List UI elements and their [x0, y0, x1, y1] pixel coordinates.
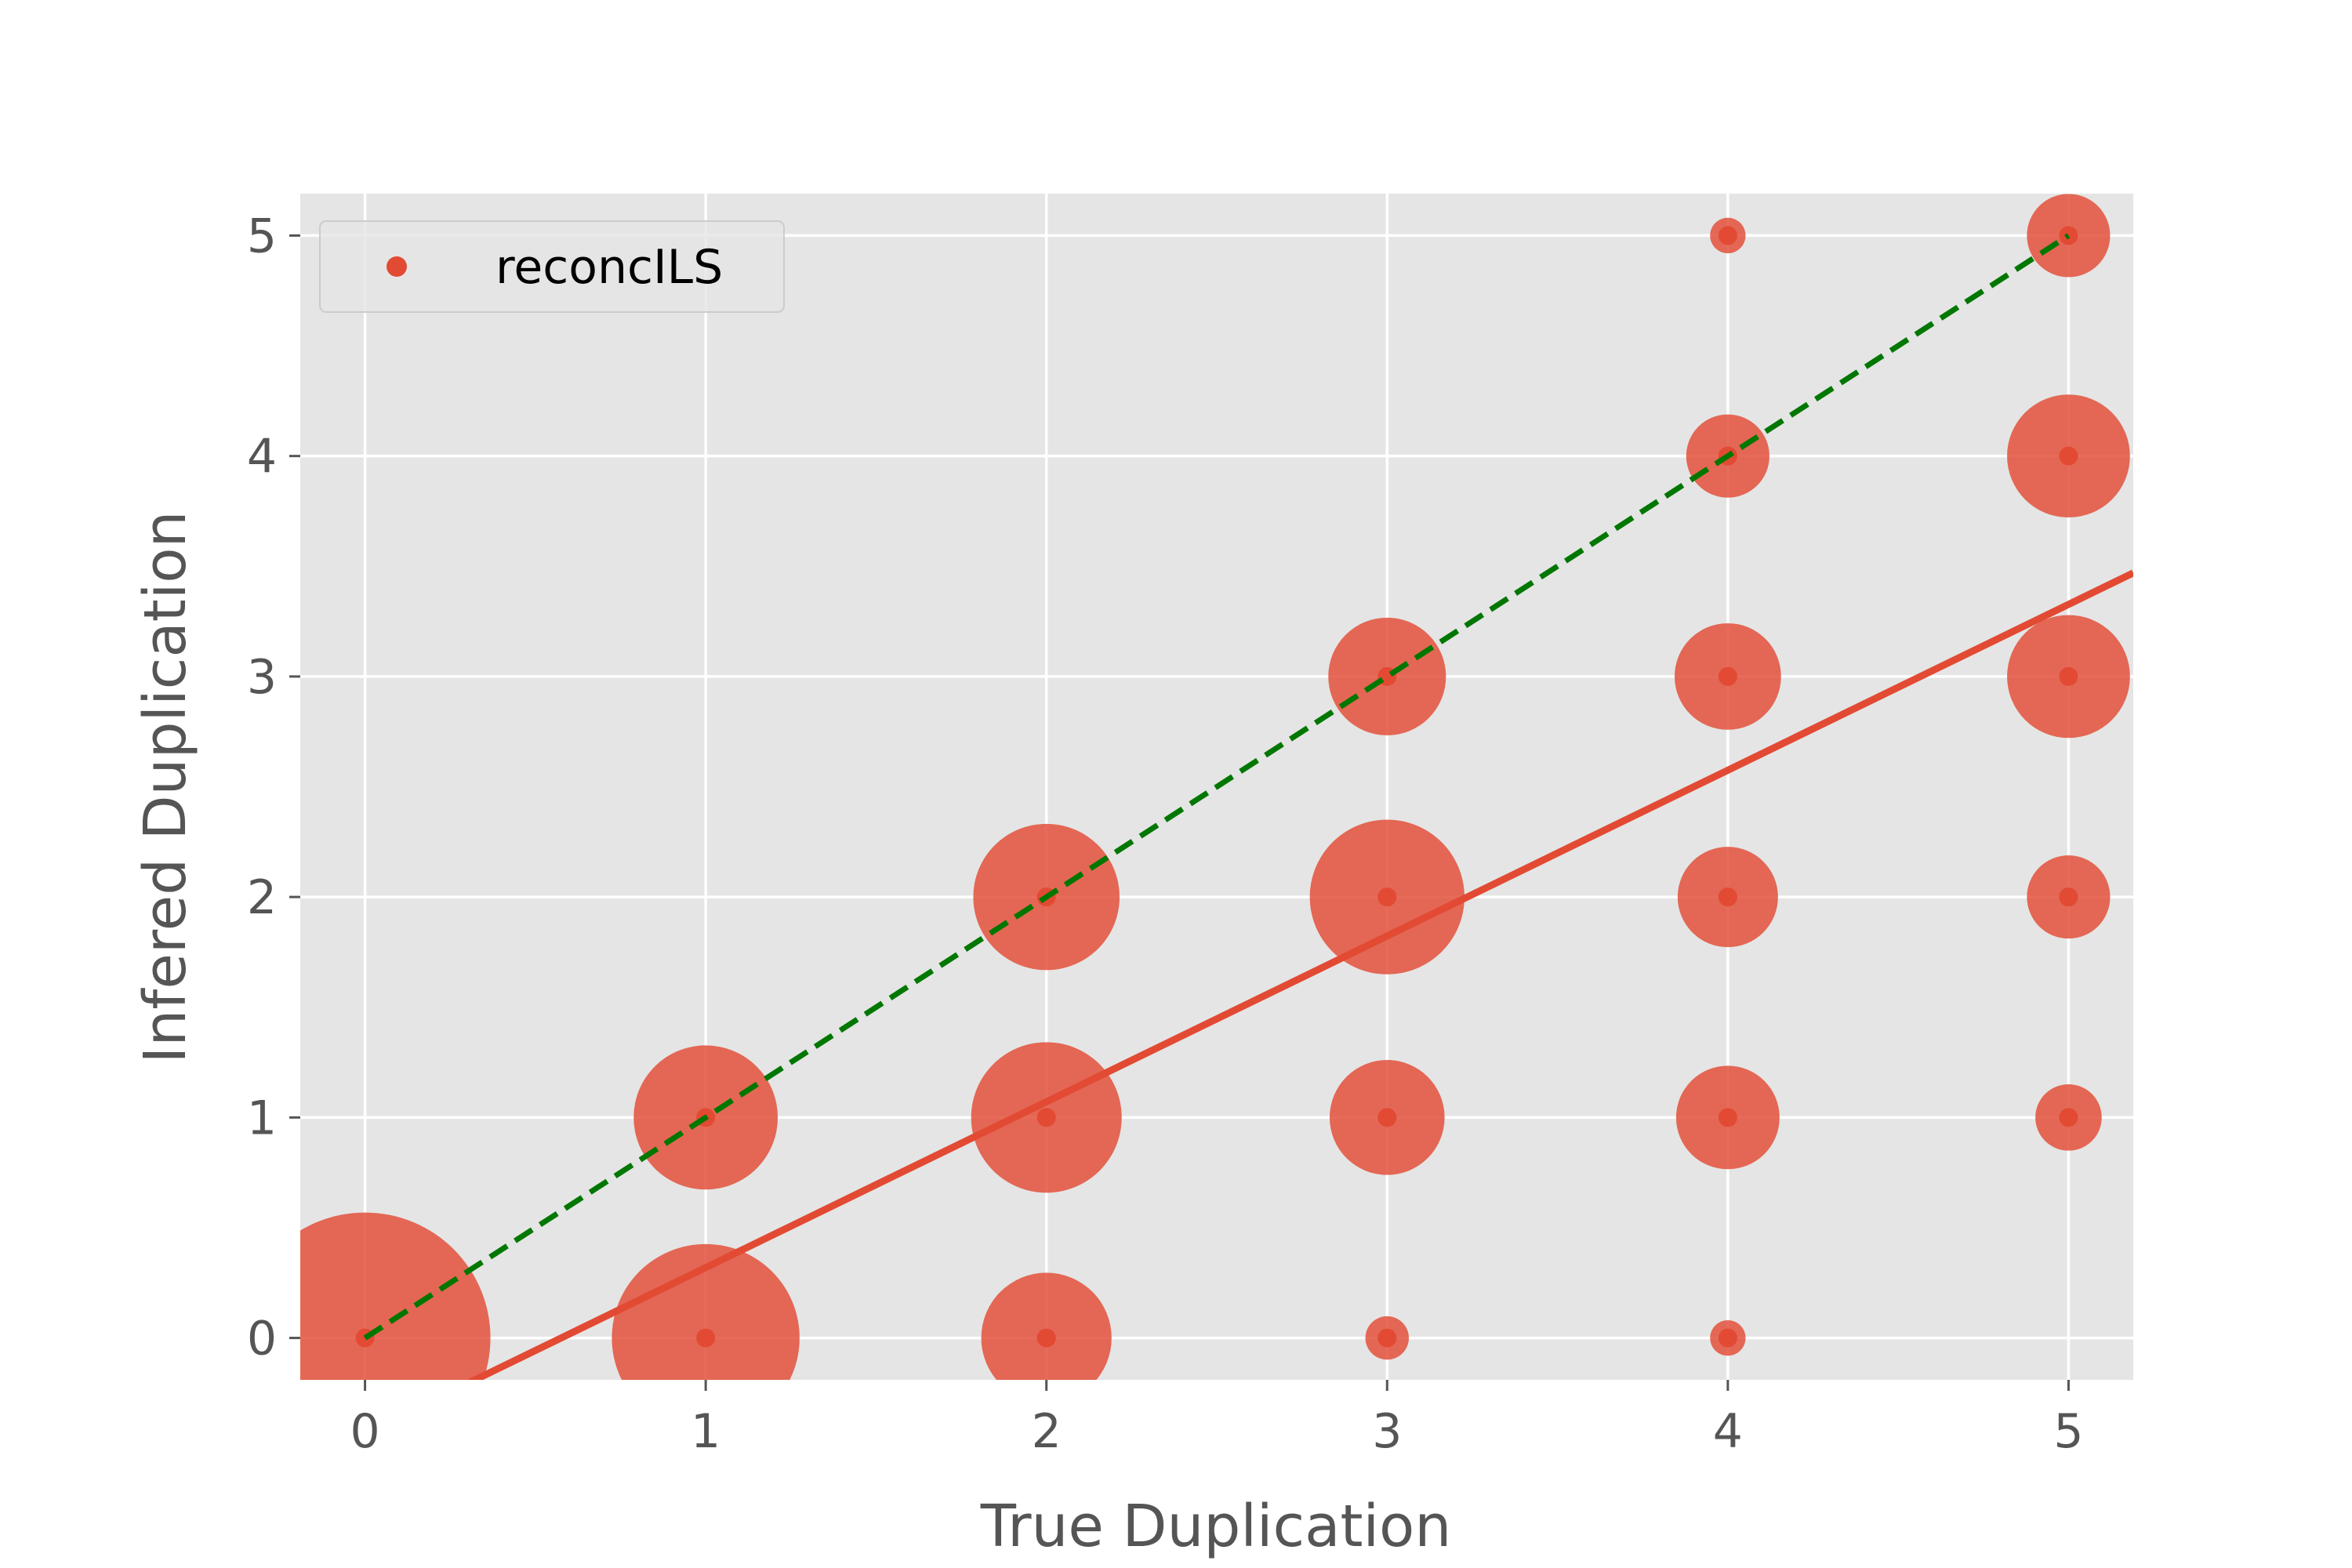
bubble-0-1	[612, 1243, 800, 1380]
x-tick-label-4: 4	[1713, 1404, 1743, 1459]
point-marker-0-13	[1718, 666, 1737, 686]
y-tick-label-4: 4	[247, 430, 277, 485]
point-marker-0-8	[1377, 887, 1397, 907]
point-marker-0-4	[1036, 1108, 1056, 1127]
x-axis-label: True Duplication	[980, 1493, 1451, 1560]
y-tick-label-5: 5	[247, 209, 277, 263]
x-tick-label-5: 5	[2053, 1404, 2083, 1459]
identity-line	[363, 233, 2071, 1341]
y-tick-label-2: 2	[247, 870, 277, 925]
point-marker-0-10	[1718, 1328, 1737, 1348]
x-tick-label-0: 0	[350, 1404, 379, 1459]
legend-marker	[387, 256, 407, 277]
point-marker-0-7	[1377, 1108, 1397, 1127]
point-marker-0-18	[2059, 666, 2078, 686]
point-marker-0-19	[2059, 446, 2078, 466]
regression-line	[466, 569, 2133, 1380]
y-tick-label-1: 1	[247, 1091, 277, 1145]
point-marker-0-6	[1377, 1328, 1397, 1348]
fit-lines	[363, 233, 2133, 1380]
point-marker-0-1	[696, 1328, 716, 1348]
x-tick-label-3: 3	[1372, 1404, 1402, 1459]
x-tick-label-2: 2	[1032, 1404, 1062, 1459]
y-axis-label: Infered Duplication	[132, 511, 199, 1064]
y-tick-label-3: 3	[247, 650, 277, 705]
legend-label: reconcILS	[495, 240, 723, 295]
point-marker-0-12	[1718, 887, 1737, 907]
point-marker-0-15	[1718, 226, 1737, 245]
bubble-0-3	[981, 1272, 1112, 1380]
point-marker-0-16	[2059, 1108, 2078, 1127]
point-marker-0-11	[1718, 1108, 1737, 1127]
legend: reconcILS	[319, 220, 785, 313]
legend-box	[319, 220, 785, 313]
grid-lines	[300, 194, 2133, 1380]
point-marker-0-20	[2059, 226, 2078, 245]
bubble-0-0	[300, 1212, 491, 1380]
point-marker-0-17	[2059, 887, 2078, 907]
point-marker-0-3	[1036, 1328, 1056, 1348]
x-tick-label-1: 1	[691, 1404, 720, 1459]
tick-marks	[289, 234, 2070, 1391]
tick-labels: 0 1 2 3 4 5 0 1 2 3 4 5	[247, 209, 2084, 1459]
y-tick-label-0: 0	[247, 1312, 277, 1367]
